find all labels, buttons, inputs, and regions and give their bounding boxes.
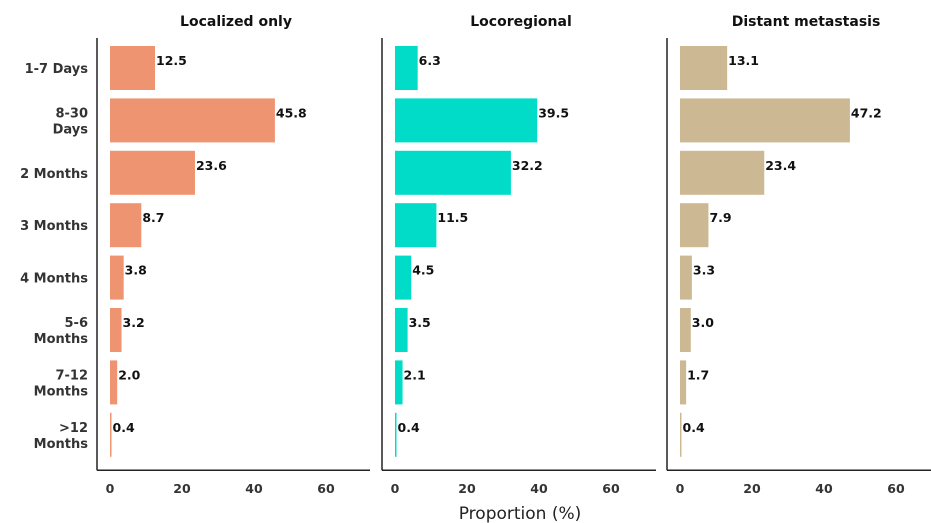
panel-title: Localized only [180, 14, 292, 30]
value-label: 3.2 [123, 315, 145, 330]
value-label: 2.1 [404, 367, 426, 382]
bar [395, 308, 408, 352]
category-label: 7-12 Months [34, 368, 89, 399]
bar [110, 255, 124, 300]
value-label: 0.4 [683, 420, 705, 435]
category-label: 2 Months [20, 167, 88, 182]
category-label: 3 Months [20, 219, 88, 234]
bar [110, 98, 275, 143]
category-label: 8-30 Days [53, 106, 89, 137]
value-label: 3.3 [693, 263, 715, 278]
bar [680, 46, 728, 90]
x-tick-label: 40 [530, 481, 548, 496]
category-label: >12 Months [34, 421, 89, 452]
bar [110, 46, 155, 90]
value-label: 39.5 [538, 105, 569, 120]
bars-layer [110, 46, 850, 457]
x-tick-label: 20 [743, 481, 761, 496]
value-label: 2.0 [118, 367, 140, 382]
x-tick-label: 0 [391, 481, 400, 496]
bar [110, 203, 142, 248]
x-tick-label: 60 [602, 481, 620, 496]
x-tick-label: 40 [815, 481, 833, 496]
bar [680, 308, 691, 352]
x-tick-label: 0 [676, 481, 685, 496]
x-tick-label: 40 [245, 481, 263, 496]
category-label: 4 Months [20, 272, 88, 287]
bar [395, 203, 437, 248]
value-label: 3.5 [409, 315, 431, 330]
value-label: 4.5 [412, 263, 434, 278]
value-label: 7.9 [709, 210, 731, 225]
value-label: 47.2 [851, 105, 882, 120]
text-layer: 1-7 Days 8-30 Days 2 Months 3 Months 4 Months… [20, 14, 905, 496]
panel-title: Distant metastasis [732, 14, 881, 30]
axes-layer [96, 38, 931, 471]
x-tick-label: 20 [458, 481, 476, 496]
bar [395, 150, 511, 195]
value-label: 0.4 [113, 420, 135, 435]
bar [680, 255, 692, 300]
x-tick-label: 60 [317, 481, 335, 496]
value-label: 1.7 [687, 367, 709, 382]
bar [110, 150, 195, 195]
value-label: 23.4 [765, 158, 796, 173]
bar [395, 360, 403, 405]
x-tick-label: 20 [173, 481, 191, 496]
value-label: 13.1 [728, 53, 759, 68]
bar [395, 412, 397, 457]
bar [680, 412, 682, 457]
value-label: 0.4 [398, 420, 420, 435]
bar [110, 412, 112, 457]
value-label: 12.5 [156, 53, 187, 68]
bar [395, 98, 538, 143]
x-axis-title: Proportion (%) [459, 504, 582, 523]
value-label: 6.3 [419, 53, 441, 68]
bar [395, 255, 412, 300]
bar [395, 46, 418, 90]
x-tick-label: 60 [887, 481, 905, 496]
value-label: 3.8 [125, 263, 147, 278]
value-label: 32.2 [512, 158, 543, 173]
value-label: 23.6 [196, 158, 227, 173]
value-label: 8.7 [142, 210, 164, 225]
bar [680, 203, 709, 248]
bar [680, 360, 687, 405]
category-label: 5-6 Months [34, 316, 89, 347]
bar [680, 150, 765, 195]
bar [680, 98, 850, 143]
value-label: 11.5 [437, 210, 468, 225]
value-label: 3.0 [692, 315, 714, 330]
bar [110, 308, 122, 352]
category-label: 1-7 Days [25, 62, 89, 77]
x-tick-label: 0 [106, 481, 115, 496]
panel-title: Locoregional [470, 14, 572, 30]
bar [110, 360, 118, 405]
value-label: 45.8 [276, 105, 307, 120]
